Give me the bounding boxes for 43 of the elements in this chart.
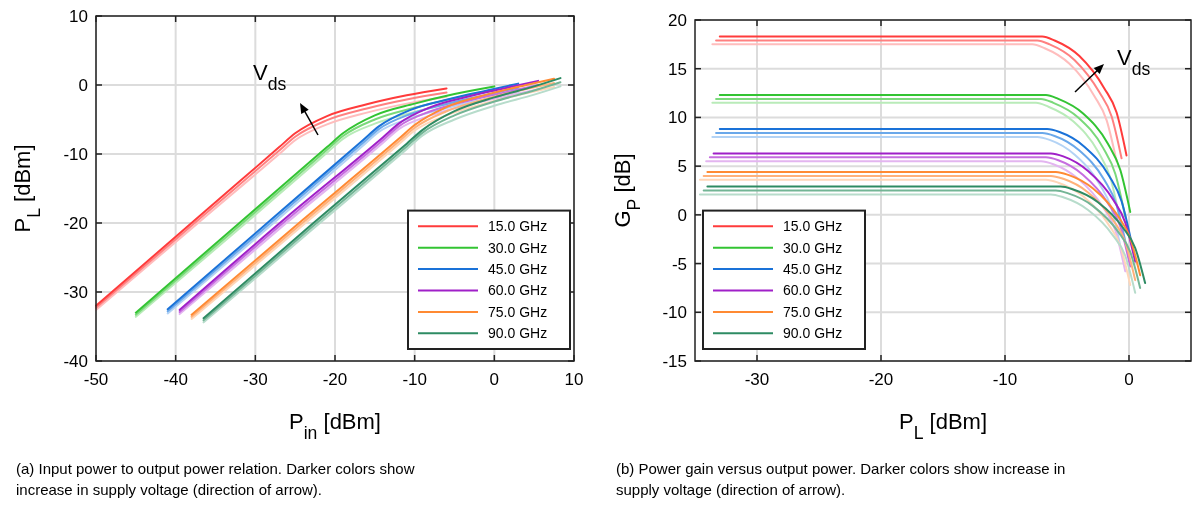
legend-label: 15.0 GHz: [783, 218, 843, 235]
y-tick-label: -20: [63, 213, 88, 233]
y-tick-label: -10: [63, 144, 88, 164]
legend-label: 90.0 GHz: [783, 325, 843, 342]
x-tick-label: -20: [322, 370, 348, 389]
x-tick-label: -30: [744, 370, 770, 389]
y-tick-label: 5: [677, 157, 687, 177]
y-tick-label: 0: [677, 205, 687, 225]
x-tick-label: 0: [489, 370, 500, 389]
legend-label: 60.0 GHz: [783, 282, 843, 299]
y-tick-label: 10: [69, 6, 88, 26]
x-tick-label: -40: [163, 370, 188, 389]
x-tick-label: 10: [564, 370, 584, 389]
y-tick-label: -15: [662, 351, 687, 371]
y-tick-label: -10: [662, 303, 687, 323]
legend-label: 75.0 GHz: [488, 303, 548, 320]
x-tick-label: -10: [992, 370, 1018, 389]
legend-label: 30.0 GHz: [783, 239, 843, 256]
legend-label: 90.0 GHz: [488, 325, 548, 342]
y-tick-label: -5: [671, 254, 687, 274]
text: (b) Power gain versus output power. Darker colors show increase in supply voltage (direction of arrow).: [616, 460, 1066, 498]
y-tick-label: 10: [668, 108, 687, 128]
annotation: V$_{ds}$: [253, 60, 287, 94]
legend-label: 30.0 GHz: [488, 239, 548, 256]
x-axis-title: P$_{in}$ [dBm]: [289, 409, 381, 443]
x-tick-label: -10: [402, 370, 427, 389]
x-axis-title: P$_{L}$ [dBm]: [898, 409, 988, 443]
x-tick-label: -20: [868, 370, 894, 389]
y-tick-label: 0: [78, 75, 88, 95]
legend-label: 45.0 GHz: [783, 261, 843, 277]
legend-label: 75.0 GHz: [783, 303, 843, 320]
x-tick-label: 0: [1124, 370, 1134, 389]
legend-label: 15.0 GHz: [488, 218, 548, 235]
y-tick-label: 15: [668, 59, 687, 79]
text: (a) Input power to output power relation. Darker colors show increase in supply voltage (direction of arrow).: [16, 460, 415, 498]
x-tick-label: -50: [83, 370, 109, 389]
x-tick-label: -30: [243, 370, 268, 389]
legend-label: 45.0 GHz: [488, 261, 548, 277]
legend-label: 60.0 GHz: [488, 282, 548, 299]
y-tick-label: 20: [668, 10, 687, 30]
annotation: V$_{ds}$: [1117, 45, 1151, 79]
y-tick-label: -40: [63, 351, 88, 371]
y-tick-label: -30: [63, 282, 88, 302]
